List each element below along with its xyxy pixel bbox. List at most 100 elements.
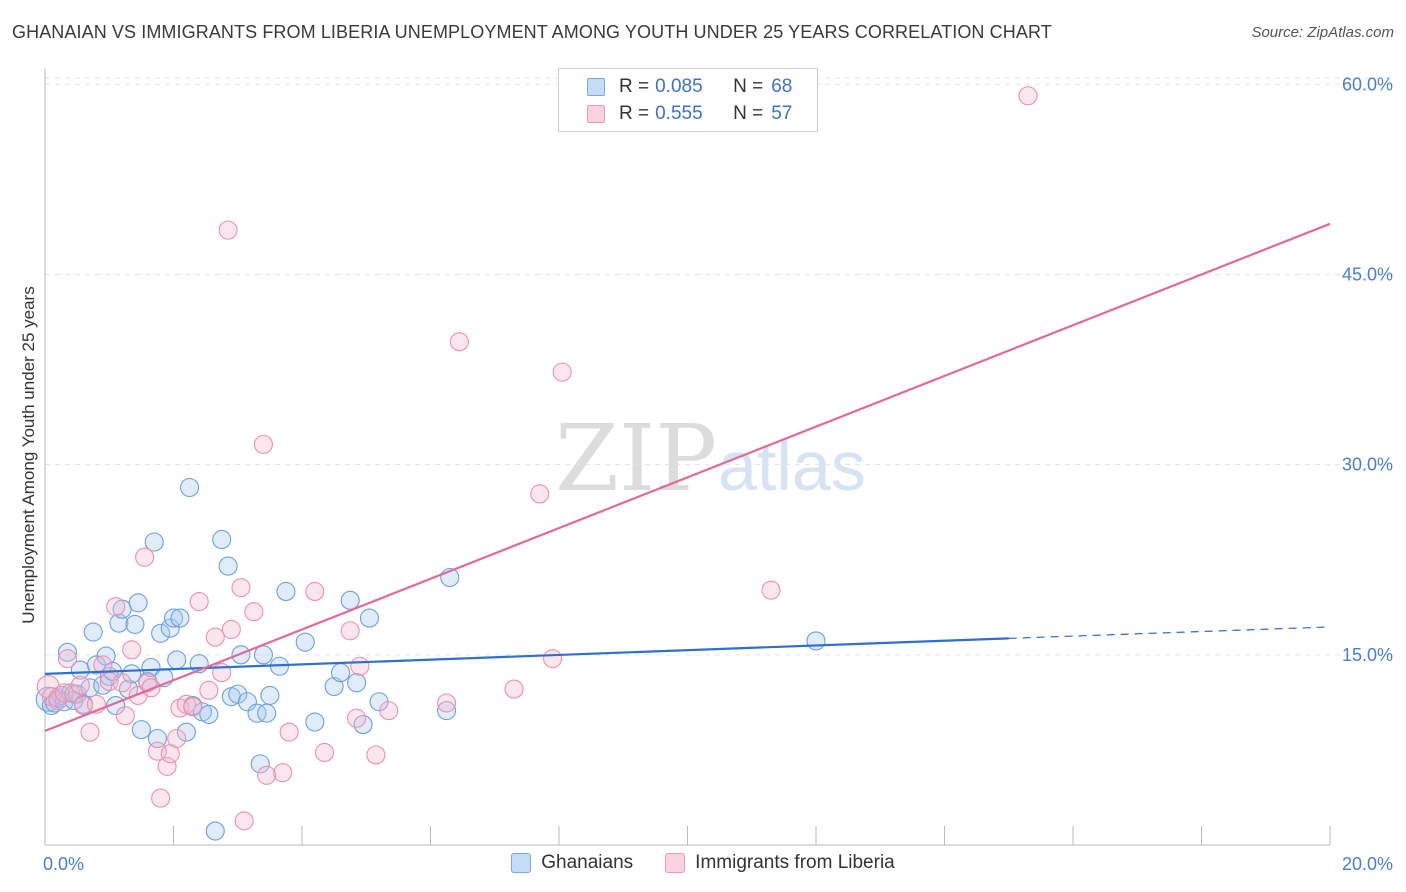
ghanaians-point [57,642,78,662]
axes [44,68,1331,846]
legend-r-label: R = [619,103,650,124]
y-tick-labels: 15.0% 30.0% 45.0% 60.0% [1342,74,1393,664]
correlation-legend: R = 0.085 N = 68 R = 0.555 N = 57 [558,68,818,132]
series-legend-ghanaians: Ghanaians [511,852,633,874]
series-legend-liberia: Immigrants from Liberia [665,852,895,874]
liberia-point [115,706,135,726]
ghanaians-point [437,701,457,721]
liberia-point [305,581,325,601]
liberia-point [231,578,251,598]
legend-swatch-pink [587,105,605,123]
liberia-point [552,362,572,382]
ghanaians-point [83,622,103,642]
ghanaians-point [170,608,190,628]
y-tick-label: 60.0% [1342,74,1393,94]
ghanaians-point [160,618,180,638]
liberia-point [138,673,158,693]
ghanaians-point [144,532,164,552]
legend-swatch-blue [587,78,605,96]
series-label-liberia: Immigrants from Liberia [695,852,895,873]
ghanaians-point [324,676,344,697]
liberia-point [157,756,177,776]
ghanaians-point [253,645,274,665]
x-tick-labels: 0.0% 20.0% [43,854,1393,874]
y-tick-label: 15.0% [1342,645,1393,665]
ghanaians-point [199,704,219,724]
liberia-point [122,640,142,660]
liberia-point [151,788,171,808]
ghanaians-point [806,631,826,651]
series-legend: Ghanaians Immigrants from Liberia [0,852,1406,874]
liberia-point [257,765,277,785]
y-tick-label: 30.0% [1342,455,1393,475]
ghanaians-point [180,477,200,498]
ghanaians-point [228,684,248,704]
ghanaians-point [295,632,315,652]
ghanaians-point [231,645,251,665]
source-label: Source: ZipAtlas.com [1251,24,1394,41]
ghanaians-point [330,663,351,683]
watermark-atlas: atlas [718,427,866,505]
liberia-point [504,679,524,699]
liberia-point [543,649,563,669]
liberia-point [530,484,550,504]
series-swatch-pink [665,853,686,873]
liberia-point [449,332,469,352]
liberia-point [279,722,299,742]
ghanaians-point [141,657,161,678]
liberia-point [761,580,781,600]
ghanaians-trendline [44,637,1009,675]
ghanaians-point [359,608,380,628]
ghanaians-point [257,703,277,723]
ghanaians-point [250,754,270,774]
liberia-point [135,547,155,567]
series-label-ghanaians: Ghanaians [541,852,634,873]
legend-r-value: 0.555 [655,103,703,124]
x-tick-label: 0.0% [43,854,84,874]
liberia-point [112,673,132,693]
chart-title: GHANAIAN VS IMMIGRANTS FROM LIBERIA UNEM… [12,22,1052,42]
y-tick-label: 45.0% [1342,265,1393,285]
liberia-point [347,708,367,728]
gridlines [45,77,1392,656]
legend-n-value: 68 [771,76,793,97]
liberia-point [106,597,126,617]
liberia-point [57,649,78,669]
ghanaians-points [35,477,826,841]
ghanaians-point [151,623,171,643]
trendlines [44,222,1331,732]
y-axis-label: Unemployment Among Youth under 25 years [19,286,38,623]
legend-row-ghanaians: R = 0.085 N = 68 [559,74,792,100]
legend-n-value: 57 [771,103,793,124]
liberia-point [1018,86,1038,106]
liberia-point [199,680,219,700]
liberia-point [350,656,370,676]
liberia-point [314,742,335,763]
liberia-point [70,675,90,695]
ghanaians-point [276,581,296,601]
liberia-point [93,655,113,675]
x-tick-label: 20.0% [1342,854,1393,874]
liberia-point [167,728,187,749]
liberia-point [141,678,161,698]
ghanaians-point [131,720,151,740]
legend-n-label: N = [733,76,764,97]
ghanaians-point [205,821,225,841]
ghanaians-point [347,673,367,693]
legend-n-label: N = [733,103,764,124]
series-swatch-blue [511,853,532,873]
liberia-point [340,621,360,641]
liberia-point [379,701,399,721]
liberia-point [183,697,203,717]
liberia-point [366,745,386,765]
watermark-zip: ZIP [555,405,717,512]
liberia-point [218,220,238,240]
ghanaians-point [247,703,267,723]
legend-row-liberia: R = 0.555 N = 57 [559,101,792,127]
liberia-point [205,627,225,647]
legend-r-value: 0.085 [655,76,703,97]
ghanaians-point [128,593,148,613]
ghanaians-point [167,650,187,670]
liberia-trendline [44,222,1331,732]
